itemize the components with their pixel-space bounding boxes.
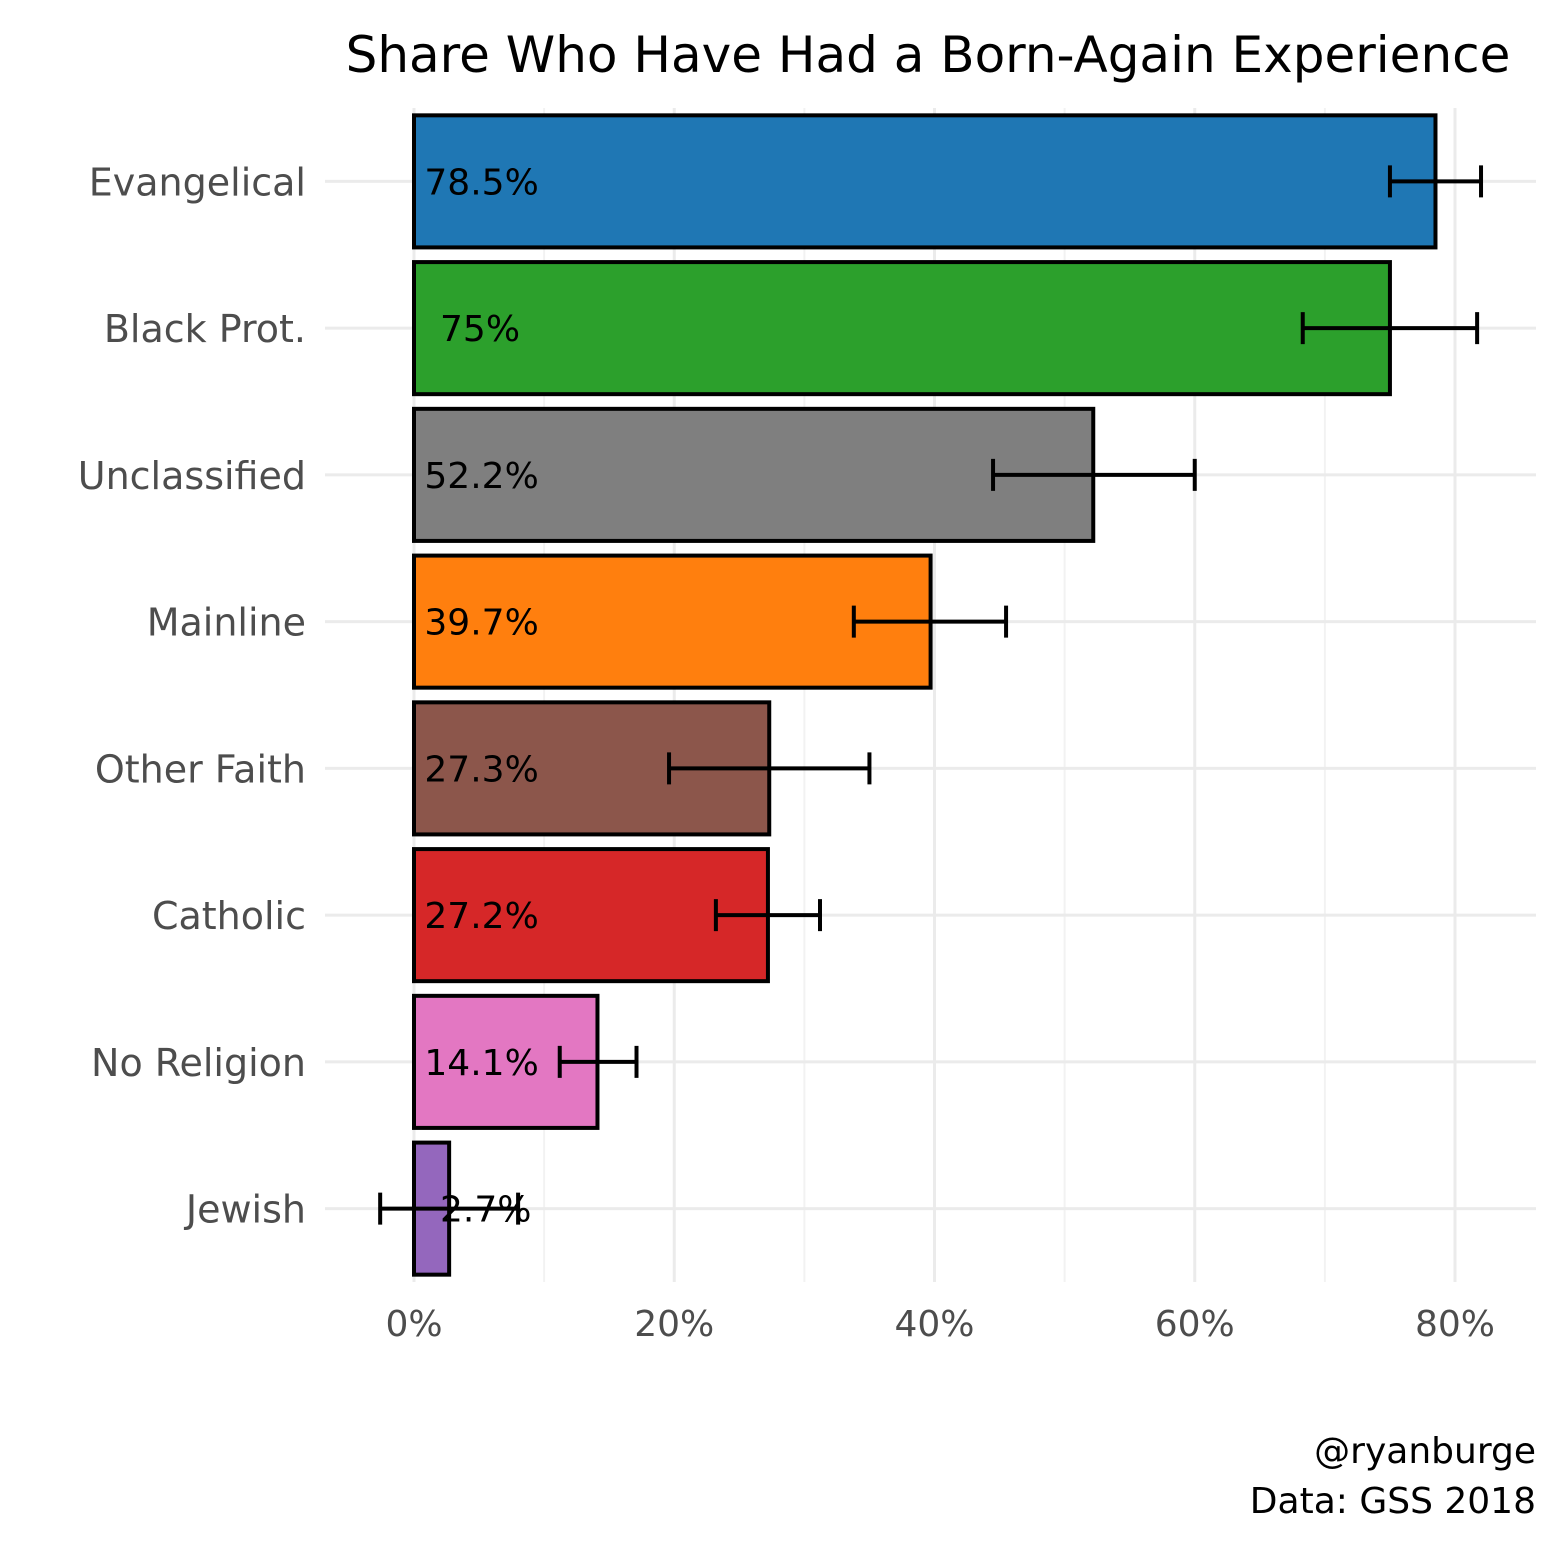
x-tick-label: 40% — [894, 1304, 974, 1345]
category-label: Mainline — [147, 601, 306, 645]
bar-value-label: 78.5% — [424, 162, 538, 203]
error-bar — [1387, 165, 1484, 198]
category-label: Other Faith — [95, 747, 306, 791]
category-label: Evangelical — [89, 160, 306, 204]
error-bar — [557, 1045, 639, 1078]
error-bar — [378, 1192, 521, 1225]
x-tick-labels: 0% 20% 40% 60% 80% — [385, 1304, 1495, 1345]
category-label: Catholic — [152, 894, 306, 938]
bar-value-label: 75% — [440, 309, 520, 350]
error-bar — [1300, 312, 1480, 345]
caption-author: @ryanburge — [1314, 1431, 1536, 1472]
caption-source: Data: GSS 2018 — [1250, 1481, 1536, 1522]
bar-mainline — [412, 553, 933, 690]
bar-value-label: 27.2% — [424, 896, 538, 937]
category-label: Black Prot. — [104, 307, 306, 351]
bar-value-label: 39.7% — [424, 603, 538, 644]
bar-evangelical — [412, 113, 1438, 250]
bar-value-label: 14.1% — [424, 1043, 538, 1084]
bar-labels: 78.5% 75% 52.2% 39.7% 27.3% 27.2% 14.1% 2.7% — [424, 162, 538, 1230]
error-bars — [378, 165, 1484, 1225]
chart-title: Share Who Have Had a Born-Again Experien… — [346, 26, 1511, 84]
x-tick-label: 60% — [1155, 1304, 1235, 1345]
bar-value-label: 27.3% — [424, 749, 538, 790]
bar-unclassified — [412, 406, 1096, 543]
x-tick-label: 0% — [385, 1304, 442, 1345]
x-tick-label: 20% — [634, 1304, 714, 1345]
bar-value-label: 52.2% — [424, 456, 538, 497]
bar-black-prot — [412, 260, 1392, 397]
x-tick-label: 80% — [1415, 1304, 1495, 1345]
error-bar — [991, 458, 1197, 491]
error-bar — [851, 605, 1009, 638]
category-labels: Evangelical Black Prot. Unclassified Mainli… — [78, 160, 306, 1231]
bar-value-label: 2.7% — [440, 1190, 531, 1231]
error-bar — [713, 899, 822, 932]
error-bar — [667, 752, 872, 785]
category-label: Unclassified — [78, 454, 306, 498]
category-label: Jewish — [184, 1188, 306, 1232]
category-label: No Religion — [91, 1041, 306, 1085]
bars — [412, 113, 1438, 1277]
